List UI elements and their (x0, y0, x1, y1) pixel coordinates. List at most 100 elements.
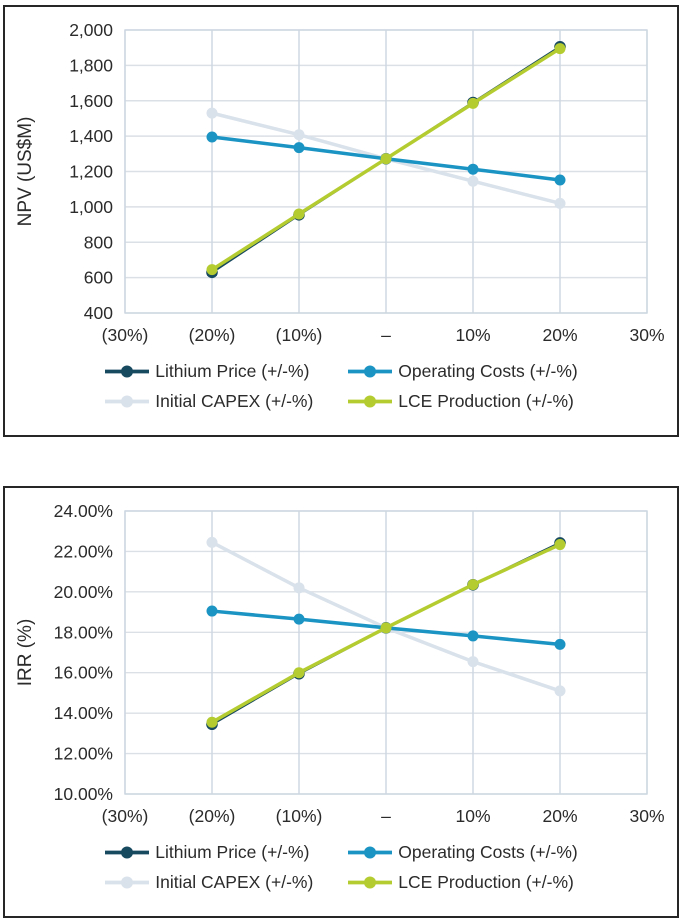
data-point-opex (293, 613, 305, 625)
data-point-opex (554, 174, 566, 186)
x-axis-tick-label: (10%) (276, 806, 323, 826)
legend-item-operating-costs: Operating Costs (+/-%) (347, 842, 578, 863)
legend-item-operating-costs: Operating Costs (+/-%) (347, 361, 578, 382)
data-point-capex (206, 107, 218, 119)
data-point-opex (554, 638, 566, 650)
x-axis-tick-label: – (381, 325, 391, 345)
legend-label-lce-production: LCE Production (+/-%) (398, 391, 574, 411)
legend-dot-operating-costs (364, 846, 377, 859)
y-axis-tick-label: 24.00% (54, 501, 113, 521)
legend-marker-icon (105, 395, 150, 408)
legend-marker-icon (105, 876, 150, 889)
data-point-lce (293, 667, 305, 679)
y-axis-tick-label: 400 (84, 303, 113, 323)
plot-border (124, 510, 648, 795)
y-axis-tick-label: 1,000 (69, 197, 113, 217)
legend-dot-lce-production (364, 876, 377, 889)
data-point-capex (554, 685, 566, 697)
legend-label-operating-costs: Operating Costs (+/-%) (398, 361, 578, 381)
legend-item-initial-capex: Initial CAPEX (+/-%) (104, 872, 313, 893)
legend-label-initial-capex: Initial CAPEX (+/-%) (155, 872, 314, 892)
y-axis-tick-label: 800 (84, 232, 113, 252)
x-axis-tick-label: 20% (542, 325, 577, 345)
legend-label-initial-capex: Initial CAPEX (+/-%) (155, 391, 314, 411)
data-point-lce (380, 622, 392, 634)
y-axis-tick-label: 16.00% (54, 663, 113, 683)
y-axis-tick-label: 600 (84, 268, 113, 288)
x-axis-tick-label: (20%) (189, 806, 236, 826)
data-point-lce (554, 43, 566, 55)
legend-dot-initial-capex (121, 395, 134, 408)
x-axis-tick-label: (30%) (102, 806, 149, 826)
plot-border (124, 29, 648, 314)
y-axis-tick-label: 22.00% (54, 541, 113, 561)
y-axis-tick-label: 1,200 (69, 162, 113, 182)
x-axis-tick-label: (10%) (276, 325, 323, 345)
x-axis-tick-label: 30% (629, 806, 664, 826)
data-point-lce (467, 579, 479, 591)
legend-marker-icon (348, 395, 393, 408)
legend-item-initial-capex: Initial CAPEX (+/-%) (104, 391, 313, 412)
npv-chart-panel: 2,000 1,800 1,600 1,400 1,200 1,000 800 600 400(… (3, 5, 679, 437)
legend-marker-icon (348, 846, 393, 859)
data-point-opex (206, 605, 218, 617)
data-point-capex (467, 175, 479, 187)
data-point-opex (206, 131, 218, 143)
data-point-capex (293, 129, 305, 141)
data-point-capex (206, 536, 218, 548)
y-axis-title: NPV (US$M) (15, 117, 36, 227)
data-point-opex (467, 163, 479, 175)
data-point-lce (206, 716, 218, 728)
y-axis-tick-label: 10.00% (54, 784, 113, 804)
legend-marker-icon (105, 846, 150, 859)
y-axis-title: IRR (%) (15, 619, 36, 687)
y-axis-tick-label: 14.00% (54, 703, 113, 723)
legend-dot-lithium-price (121, 846, 134, 859)
legend-dot-lce-production (364, 395, 377, 408)
legend-item-lce-production: LCE Production (+/-%) (347, 872, 577, 893)
legend-marker-icon (348, 365, 393, 378)
y-axis-tick-label: 20.00% (54, 582, 113, 602)
legend-dot-lithium-price (121, 365, 134, 378)
y-axis-tick-label: 12.00% (54, 744, 113, 764)
series-lce (206, 43, 566, 276)
legend-item-lce-production: LCE Production (+/-%) (347, 391, 577, 412)
x-axis-tick-label: 20% (542, 806, 577, 826)
legend-dot-operating-costs (364, 365, 377, 378)
irr-chart-legend: Lithium Price (+/-%) Operating Costs (+/-… (104, 842, 578, 893)
data-point-capex (293, 582, 305, 594)
data-point-capex (467, 656, 479, 668)
npv-sensitivity-chart: 2,0001,8001,6001,4001,2001,000800600400(… (15, 20, 665, 345)
data-point-capex (554, 197, 566, 209)
legend-marker-icon (348, 876, 393, 889)
x-axis-tick-label: 30% (629, 325, 664, 345)
data-point-lce (206, 264, 218, 276)
legend-label-lithium-price: Lithium Price (+/-%) (155, 361, 310, 381)
legend-dot-initial-capex (121, 876, 134, 889)
legend-item-lithium-price: Lithium Price (+/-%) (104, 361, 313, 382)
irr-chart-panel: 24.00% 22.00% 20.00% 18.00% 16.00% 14.00% 12.0… (3, 486, 679, 918)
data-point-lce (467, 97, 479, 109)
npv-chart-legend: Lithium Price (+/-%) Operating Costs (+/-… (104, 361, 578, 412)
data-point-opex (293, 142, 305, 154)
legend-marker-icon (105, 365, 150, 378)
y-axis-tick-label: 1,400 (69, 126, 113, 146)
data-point-lce (554, 539, 566, 551)
data-point-lce (293, 208, 305, 220)
legend-item-lithium-price: Lithium Price (+/-%) (104, 842, 313, 863)
data-point-lce (380, 153, 392, 165)
data-point-opex (467, 630, 479, 642)
legend-label-lce-production: LCE Production (+/-%) (398, 872, 574, 892)
y-axis-tick-label: 18.00% (54, 622, 113, 642)
x-axis-tick-label: 10% (455, 806, 490, 826)
x-axis-tick-label: (20%) (189, 325, 236, 345)
y-axis-tick-label: 1,600 (69, 91, 113, 111)
legend-label-lithium-price: Lithium Price (+/-%) (155, 842, 310, 862)
irr-sensitivity-chart: 24.00% 22.00% 20.00% 18.00% 16.00% 14.00% 12.0… (15, 501, 665, 826)
series-lce (206, 539, 566, 728)
y-axis-tick-label: 2,000 (69, 20, 113, 40)
legend-label-operating-costs: Operating Costs (+/-%) (398, 842, 578, 862)
y-axis-tick-label: 1,800 (69, 55, 113, 75)
x-axis-tick-label: (30%) (102, 325, 149, 345)
